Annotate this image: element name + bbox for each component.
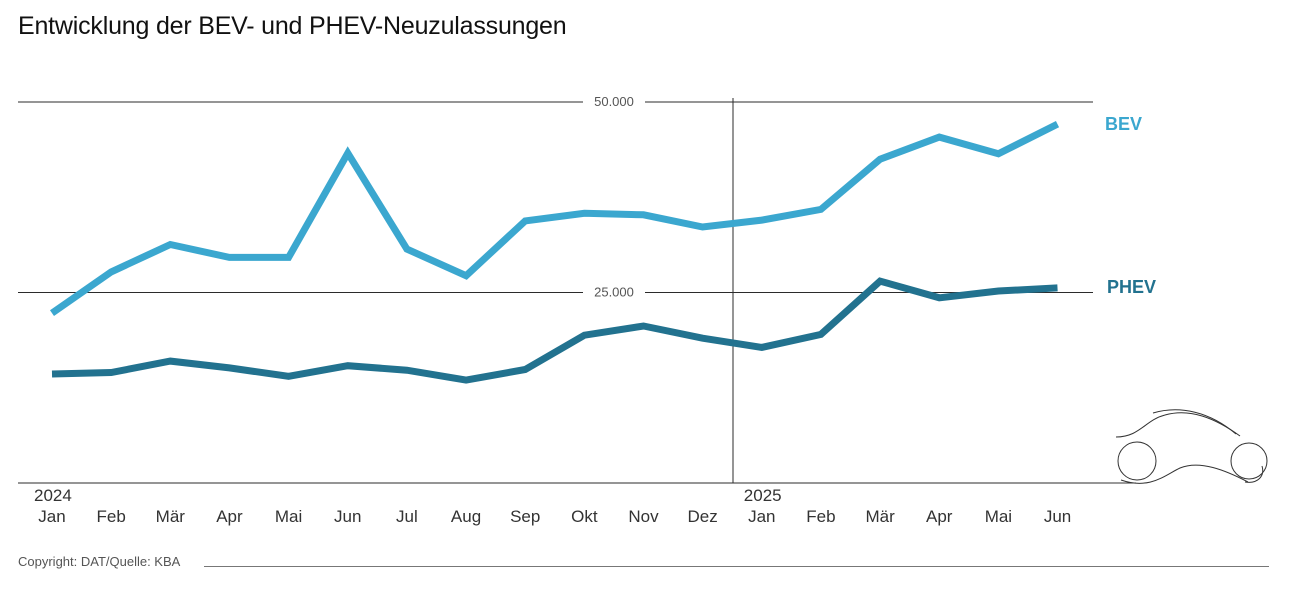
x-tick-label: Dez xyxy=(688,507,718,526)
phev-legend-label: PHEV xyxy=(1107,277,1156,297)
source-copyright: Copyright: DAT/Quelle: KBA xyxy=(18,554,181,569)
y-tick-label: 25.000 xyxy=(594,285,634,300)
x-tick-label: Sep xyxy=(510,507,540,526)
x-tick-label: Mai xyxy=(275,507,302,526)
year-label: 2025 xyxy=(744,486,782,505)
x-tick-label: Mär xyxy=(865,507,895,526)
bev-legend-label: BEV xyxy=(1105,114,1142,134)
y-tick-label: 50.000 xyxy=(594,94,634,109)
x-tick-label: Mär xyxy=(156,507,186,526)
year-label: 2024 xyxy=(34,486,72,505)
x-tick-label: Aug xyxy=(451,507,481,526)
x-tick-label: Nov xyxy=(628,507,659,526)
x-tick-label: Jun xyxy=(334,507,361,526)
x-tick-label: Apr xyxy=(926,507,953,526)
x-tick-label: Feb xyxy=(806,507,835,526)
gridlines: 25.000 50.000 xyxy=(18,94,1093,300)
car-logo-icon xyxy=(1100,409,1268,484)
x-tick-label: Feb xyxy=(97,507,126,526)
phev-line xyxy=(51,277,1058,384)
x-tick-label: Okt xyxy=(571,507,598,526)
x-tick-label: Jan xyxy=(748,507,775,526)
footer-divider xyxy=(204,566,1269,567)
chart-title: Entwicklung der BEV- und PHEV-Neuzulassu… xyxy=(18,12,567,40)
x-tick-label: Apr xyxy=(216,507,243,526)
x-tick-label: Jan xyxy=(38,507,65,526)
x-tick-label: Jul xyxy=(396,507,418,526)
bev-line xyxy=(50,120,1060,316)
x-tick-label: Jun xyxy=(1044,507,1071,526)
x-axis-labels: Jan Feb Mär Apr Mai Jun Jul Aug Sep Okt Nov Dez Jan F… xyxy=(34,486,1071,526)
x-tick-label: Mai xyxy=(985,507,1012,526)
